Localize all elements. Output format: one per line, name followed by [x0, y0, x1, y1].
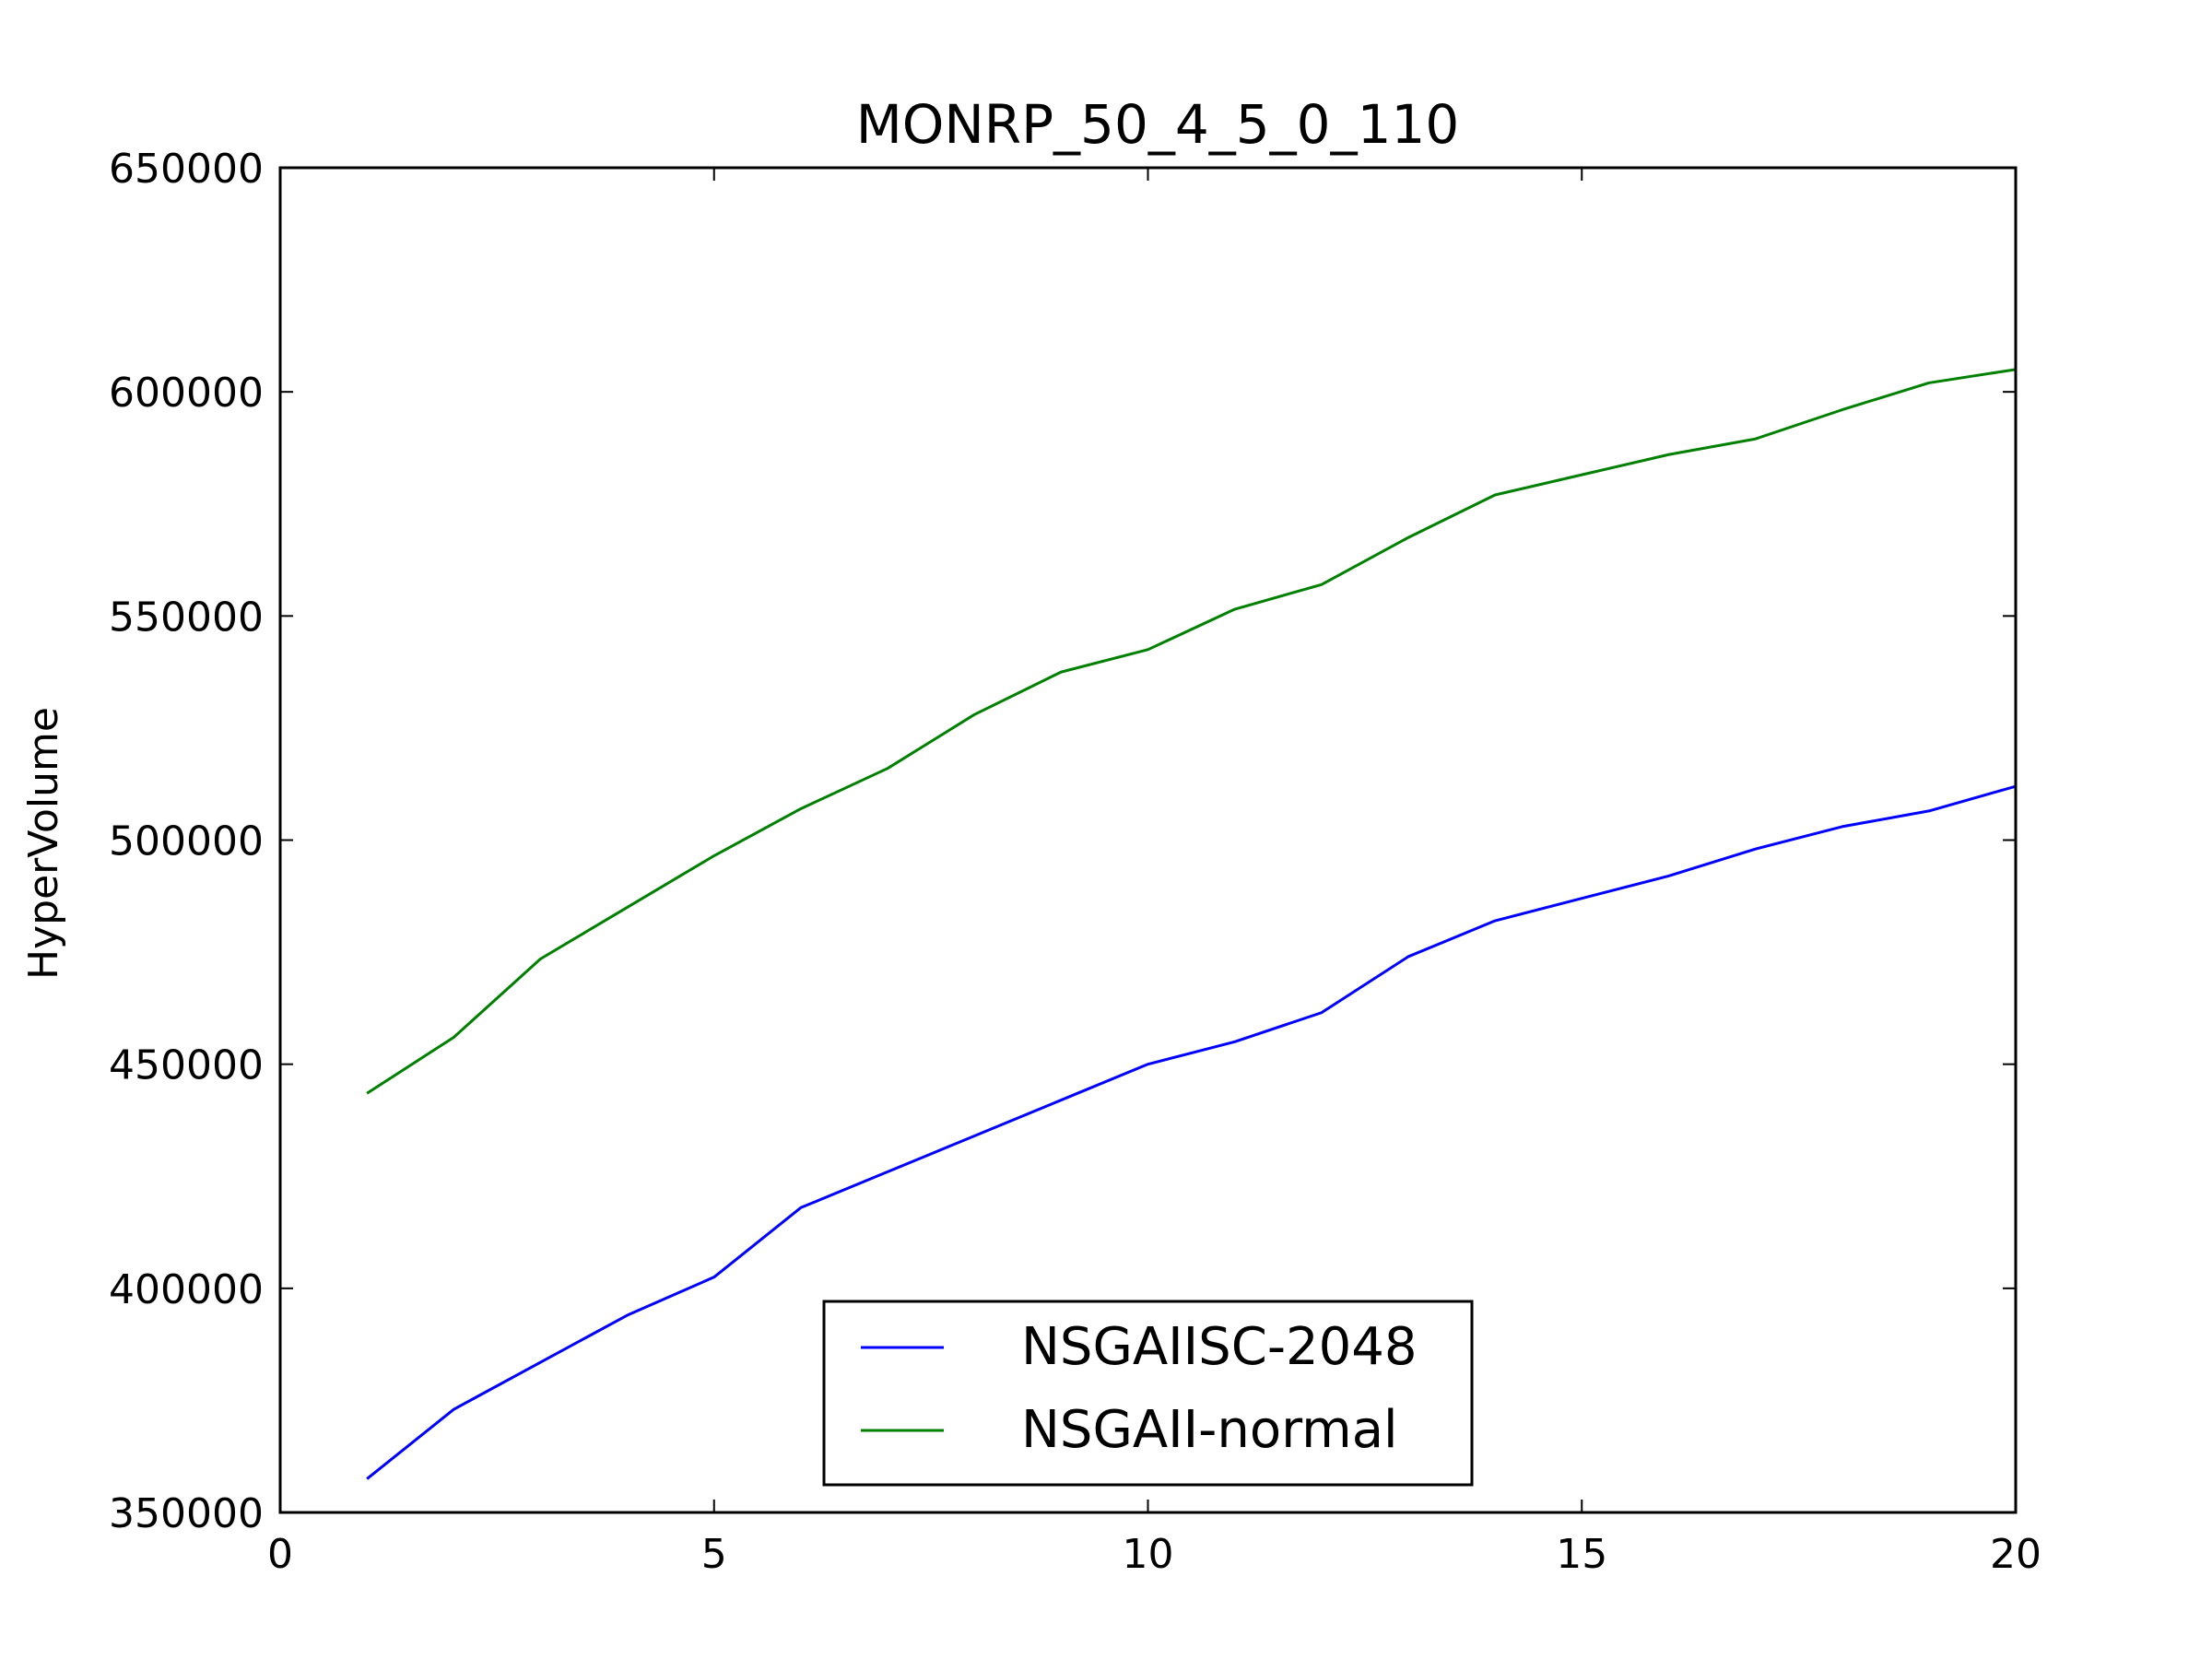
series-line-nsgaiisc-2048 — [366, 784, 2017, 1480]
legend-label-nsgaii-normal: NSGAII-normal — [1021, 1400, 1398, 1460]
y-tick-label: 550000 — [109, 594, 264, 641]
y-tick-label: 400000 — [109, 1266, 264, 1313]
legend-box — [822, 1300, 1474, 1487]
y-tick-label: 500000 — [109, 818, 264, 865]
legend-label-nsgaiisc-2048: NSGAIISC-2048 — [1021, 1317, 1418, 1377]
series-line-nsgaii-normal — [366, 368, 2017, 1095]
axis-ticks: 0 5 10 15 20 350000 400000 450000 500000 550000 60… — [109, 146, 2041, 1578]
x-tick-label: 10 — [1123, 1531, 1174, 1578]
x-tick-label: 20 — [1990, 1531, 2041, 1578]
legend: NSGAIISC-2048 NSGAII-normal — [822, 1300, 1474, 1487]
chart-title: MONRP_50_4_5_0_110 — [856, 93, 1460, 156]
plot-area-frame — [278, 166, 2018, 1514]
y-tick-label: 600000 — [109, 370, 264, 417]
y-tick-label: 450000 — [109, 1042, 264, 1089]
series-lines — [366, 368, 2017, 1480]
y-axis-label: HyperVolume — [20, 707, 67, 980]
y-tick-label: 650000 — [109, 146, 264, 193]
y-tick-label: 350000 — [109, 1490, 264, 1537]
x-tick-label: 0 — [267, 1531, 293, 1578]
x-tick-label: 5 — [701, 1531, 727, 1578]
x-tick-label: 15 — [1556, 1531, 1607, 1578]
